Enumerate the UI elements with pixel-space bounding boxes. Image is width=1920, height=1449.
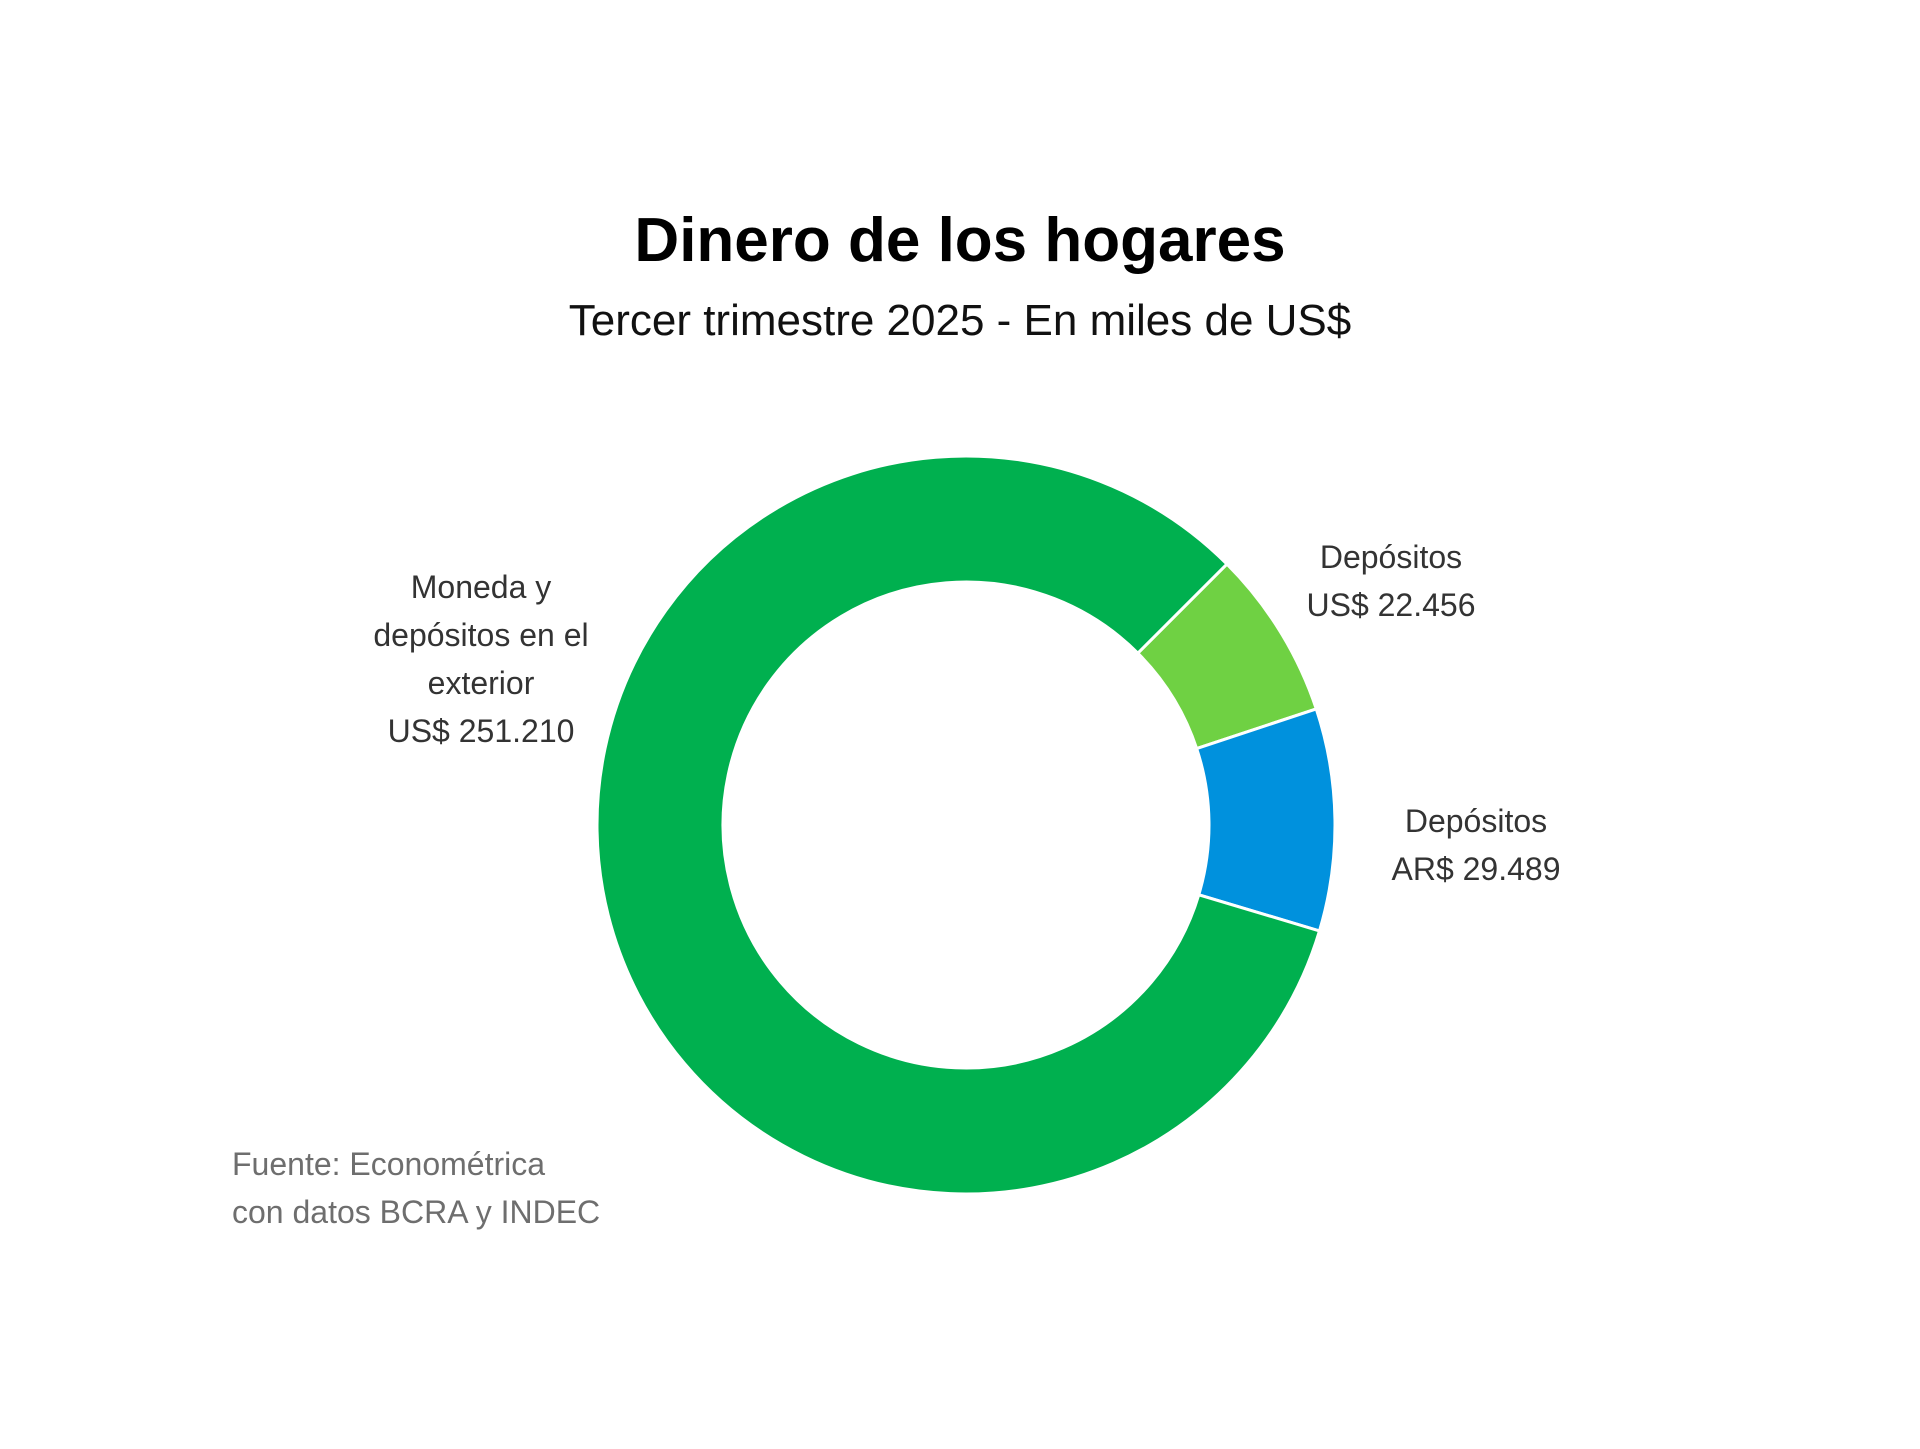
value-label: AR$ 29.489 [1391,851,1561,887]
slice-label: Depósitos AR$ 29.489 [1356,797,1596,893]
slice-label: Moneda y depósitos en el exterior US$ 251… [356,563,606,755]
category-label: Moneda y depósitos en el exterior [373,569,589,701]
source-line: con datos BCRA y INDEC [232,1194,601,1230]
value-label: US$ 251.210 [387,713,575,749]
donut-slice [595,454,1322,1196]
source-line: Fuente: Econométrica [232,1146,546,1182]
donut-slice [1194,707,1337,933]
category-label: Depósitos [1404,803,1548,839]
chart-subtitle: Tercer trimestre 2025 - En miles de US$ [568,296,1352,345]
value-label: US$ 22.456 [1306,587,1476,623]
chart-title: Dinero de los hogares [634,206,1286,275]
category-label: Depósitos [1319,539,1463,575]
source-note: Fuente: Econométrica con datos BCRA y IN… [232,1140,600,1236]
slice-label: Depósitos US$ 22.456 [1271,533,1511,629]
